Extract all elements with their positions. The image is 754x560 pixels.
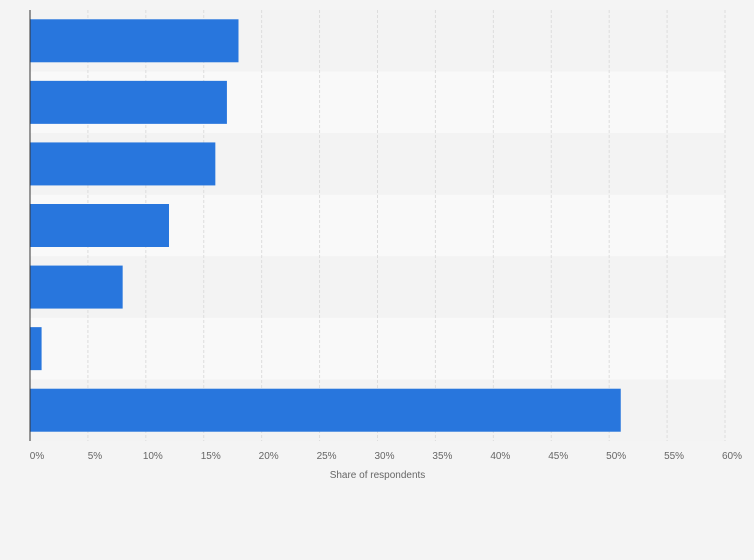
- row-band: [30, 317, 725, 380]
- x-tick-label: 30%: [374, 451, 394, 462]
- x-tick-label: 5%: [88, 451, 103, 462]
- x-tick-label: 40%: [490, 451, 510, 462]
- bar: [30, 388, 621, 432]
- x-tick-label: 15%: [201, 451, 221, 462]
- bar: [30, 142, 216, 186]
- bar: [30, 19, 239, 63]
- x-tick-label: 55%: [664, 451, 684, 462]
- bars: [30, 19, 621, 432]
- x-tick-label: 20%: [259, 451, 279, 462]
- x-tick-label: 25%: [317, 451, 337, 462]
- x-tick-label: 35%: [432, 451, 452, 462]
- x-tick-label: 0%: [30, 451, 45, 462]
- x-tick-label: 50%: [606, 451, 626, 462]
- bar: [30, 327, 42, 371]
- x-axis-title: Share of respondents: [330, 470, 426, 481]
- bar: [30, 204, 169, 247]
- x-tick-labels: 0% 5% 10% 15% 20% 25% 30% 35% 40% 45% 50% 55% 60%: [30, 451, 742, 462]
- bar: [30, 265, 123, 309]
- x-tick-label: 60%: [722, 451, 742, 462]
- x-tick-label: 10%: [143, 451, 163, 462]
- bar: [30, 80, 227, 124]
- x-tick-label: 45%: [548, 451, 568, 462]
